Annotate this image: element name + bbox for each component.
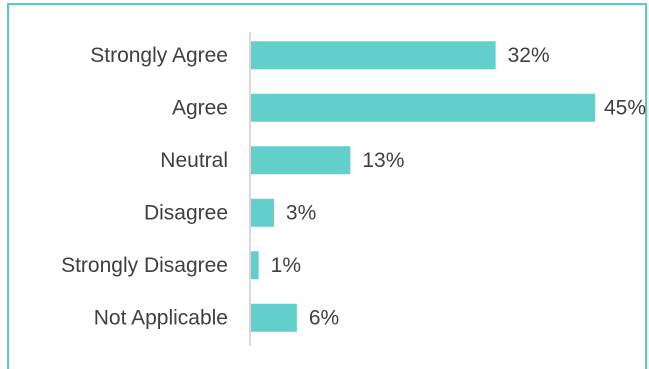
data-label-neutral: 13% [362,149,404,172]
bar-not-applicable [251,303,297,332]
category-label-disagree: Disagree [144,201,228,224]
data-label-disagree: 3% [286,201,316,224]
bar-strongly-agree [251,41,496,70]
data-label-strongly-agree: 32% [508,44,550,67]
bar-strongly-disagree [251,251,259,280]
bar-agree [251,93,595,122]
bar-neutral [251,146,351,175]
category-label-neutral: Neutral [160,149,228,172]
bar-disagree [251,198,274,227]
category-label-not-applicable: Not Applicable [94,306,228,329]
data-label-agree: 45% [604,96,646,119]
data-labels: 32% 45% 13% 3% 1% 6% [271,44,646,330]
category-label-strongly-agree: Strongly Agree [90,44,228,67]
data-label-strongly-disagree: 1% [271,254,301,277]
bars-group [251,41,595,332]
data-label-not-applicable: 6% [309,306,339,329]
category-labels: Strongly Agree Agree Neutral Disagree Strong… [61,44,228,330]
category-label-strongly-disagree: Strongly Disagree [61,254,228,277]
category-label-agree: Agree [172,96,228,119]
